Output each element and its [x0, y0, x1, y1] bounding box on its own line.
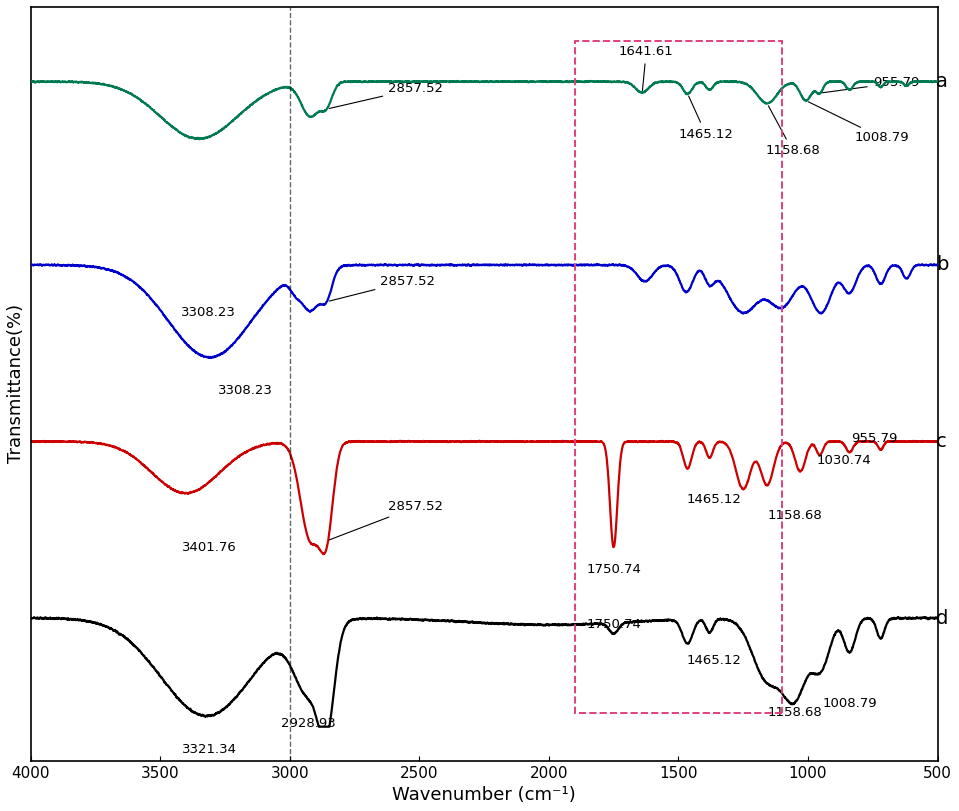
Text: c: c [936, 432, 947, 452]
X-axis label: Wavenumber (cm⁻¹): Wavenumber (cm⁻¹) [392, 786, 576, 804]
Text: 2857.52: 2857.52 [329, 500, 443, 540]
Y-axis label: Transmittance(%): Transmittance(%) [7, 304, 25, 463]
Text: 1158.68: 1158.68 [767, 509, 822, 522]
Text: d: d [936, 608, 948, 628]
Bar [574, 41, 783, 713]
Text: b: b [936, 255, 948, 274]
Text: 2857.52: 2857.52 [330, 82, 443, 109]
Text: 1465.12: 1465.12 [678, 96, 734, 140]
Text: 1158.68: 1158.68 [767, 706, 822, 719]
Text: 1750.74: 1750.74 [586, 563, 641, 576]
Text: 1008.79: 1008.79 [822, 697, 877, 710]
Text: 3321.34: 3321.34 [182, 743, 237, 757]
Text: 1641.61: 1641.61 [619, 45, 673, 93]
Text: 1465.12: 1465.12 [687, 493, 741, 506]
Text: 3308.23: 3308.23 [219, 384, 273, 397]
Text: 1465.12: 1465.12 [687, 654, 741, 667]
Text: 1750.74: 1750.74 [586, 619, 641, 632]
Text: 3308.23: 3308.23 [181, 307, 236, 320]
Text: 3401.76: 3401.76 [182, 541, 237, 554]
Text: 955.79: 955.79 [823, 76, 919, 92]
Text: 1158.68: 1158.68 [765, 106, 820, 157]
Text: 1008.79: 1008.79 [808, 102, 909, 144]
Text: a: a [936, 72, 948, 92]
Text: 1030.74: 1030.74 [817, 454, 872, 467]
Text: 955.79: 955.79 [851, 432, 898, 445]
Text: 2857.52: 2857.52 [330, 275, 435, 301]
Text: 2928.93: 2928.93 [281, 716, 336, 730]
